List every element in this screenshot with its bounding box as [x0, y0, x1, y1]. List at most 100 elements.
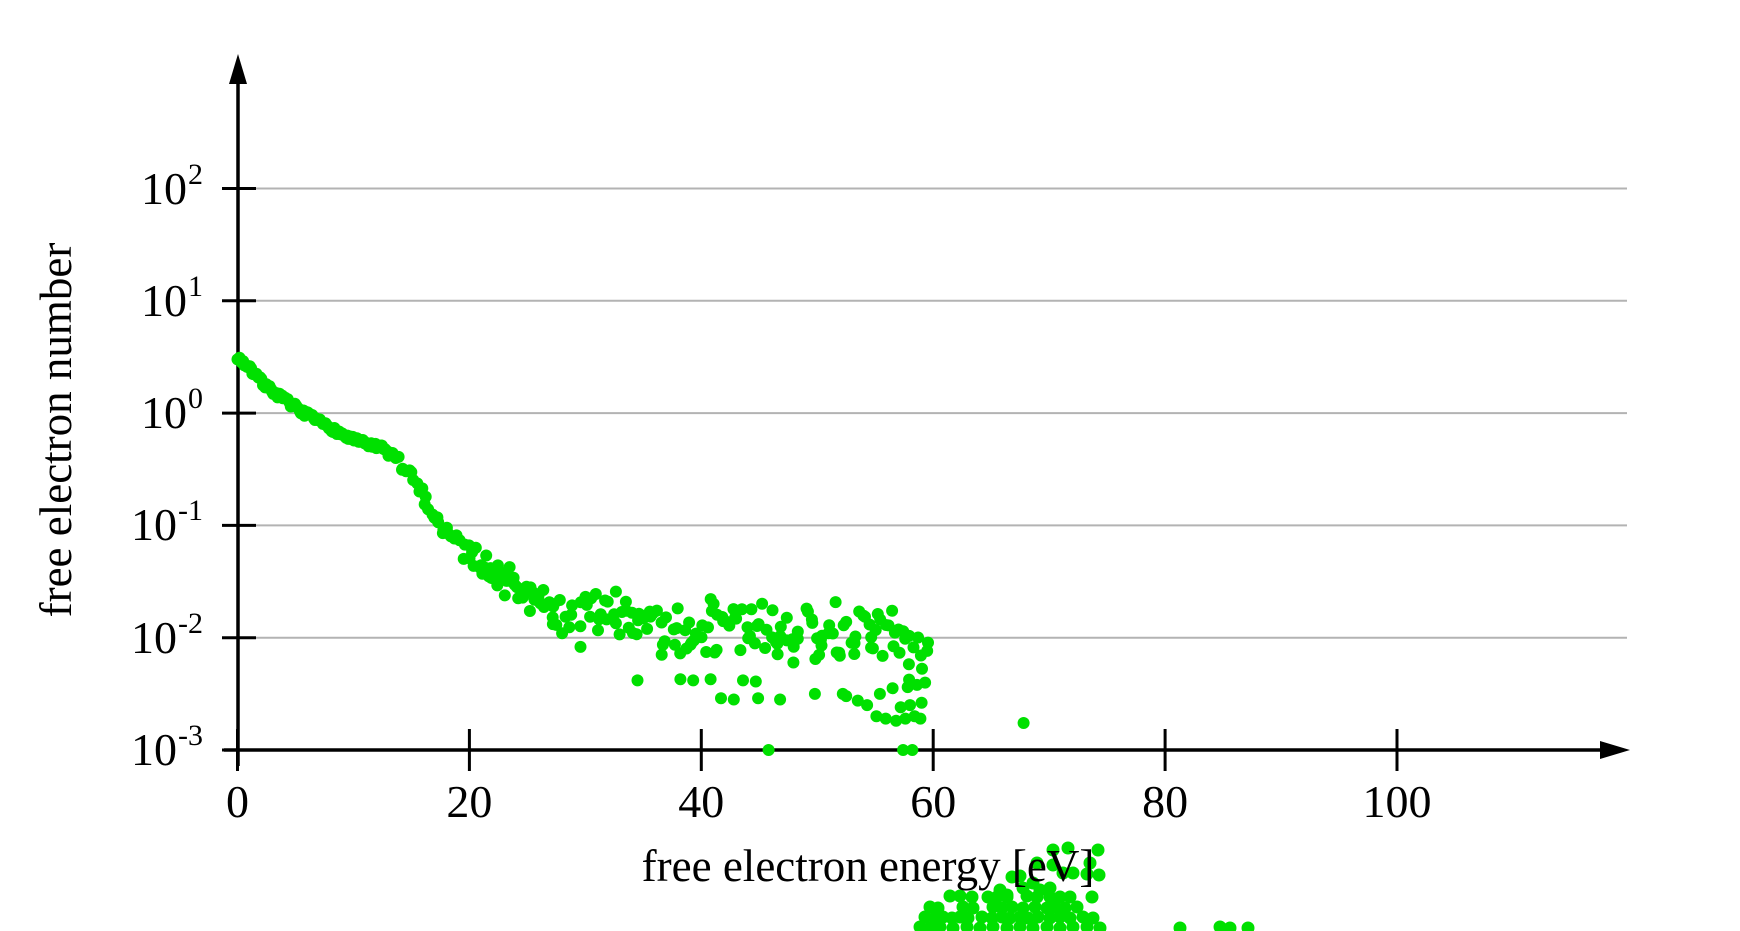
data-point	[646, 607, 659, 620]
next-figure-data-point	[1030, 856, 1044, 870]
data-point	[574, 640, 587, 653]
next-figure-data-point	[1028, 900, 1042, 914]
next-figure-data-point	[1013, 869, 1027, 883]
data-point	[800, 602, 813, 615]
next-figure-data-point	[1003, 911, 1017, 925]
next-figure-data-point	[1043, 881, 1057, 895]
data-point-outlier	[894, 701, 907, 714]
data-point	[806, 616, 819, 629]
data-point	[829, 596, 842, 609]
y-tick-label: 10 -3	[131, 719, 203, 775]
data-point	[671, 602, 684, 615]
data-point-outlier	[715, 692, 727, 705]
data-point-outlier	[752, 692, 765, 705]
next-figure-data-point	[975, 910, 989, 924]
next-figure-data-point	[1080, 867, 1094, 881]
next-figure-data-point	[1063, 890, 1077, 904]
data-point	[857, 609, 870, 622]
data-point	[684, 638, 697, 651]
data-point	[668, 638, 681, 651]
data-point	[700, 646, 713, 658]
data-point	[503, 561, 516, 574]
y-axis-arrow	[229, 54, 247, 84]
data-point	[592, 624, 604, 637]
data-point	[865, 641, 878, 654]
data-point	[809, 653, 822, 665]
data-point	[823, 619, 836, 632]
next-figure-data-point	[956, 900, 970, 914]
data-point	[584, 610, 597, 623]
next-figure-data-point	[990, 890, 1004, 904]
data-point	[848, 648, 861, 660]
data-point-outlier	[897, 744, 910, 756]
data-point	[840, 615, 853, 628]
data-point-outlier	[774, 693, 787, 706]
data-point	[735, 603, 748, 616]
next-figure-data-point	[1040, 920, 1054, 931]
data-point-outlier	[901, 681, 914, 694]
data-point-outlier	[704, 673, 717, 686]
data-point	[914, 649, 927, 662]
next-figure-data-point	[1021, 911, 1035, 925]
x-tick-label: 80	[1142, 776, 1189, 827]
next-figure-data-point	[1005, 900, 1019, 914]
next-figure-data-point	[1013, 920, 1027, 931]
data-point-outlier	[851, 694, 864, 707]
data-point	[922, 636, 934, 649]
data-point-outlier	[890, 714, 903, 727]
data-point-outlier	[879, 712, 892, 725]
data-point	[775, 631, 787, 644]
data-point-outlier	[749, 675, 762, 688]
x-axis-arrow	[1600, 741, 1630, 759]
next-figure-data-point	[960, 920, 974, 931]
x-tick-label: 60	[910, 776, 957, 827]
data-point	[787, 656, 800, 669]
data-point	[816, 629, 828, 642]
next-figure-data-point	[1076, 910, 1090, 924]
y-tick-base: 10	[141, 387, 187, 439]
data-point	[791, 625, 804, 638]
data-point	[516, 591, 529, 604]
data-point	[907, 641, 920, 654]
gridlines	[238, 187, 1627, 639]
data-point	[480, 549, 493, 562]
data-point	[743, 630, 756, 642]
data-point	[869, 624, 882, 636]
data-point	[609, 617, 622, 630]
data-point	[419, 490, 432, 503]
next-figure-data-point	[1070, 900, 1084, 914]
data-point	[730, 612, 743, 625]
data-point	[780, 611, 793, 624]
next-figure-data-point	[918, 910, 932, 924]
x-tick-label: 40	[678, 776, 725, 827]
data-point	[759, 642, 772, 654]
next-figure-data-point	[1046, 843, 1060, 857]
data-point	[708, 646, 721, 659]
data-point	[683, 616, 696, 629]
x-tick-label: 0	[226, 776, 249, 827]
data-point	[510, 581, 523, 594]
y-tick-label: 10 2	[141, 157, 203, 214]
y-tick-base: 10	[131, 611, 177, 663]
next-figure-data-point	[1093, 921, 1107, 931]
y-tick-label: 10 -2	[131, 606, 203, 663]
next-figure-data-point	[1092, 868, 1106, 882]
data-point	[523, 605, 536, 617]
next-figure-data-point	[1053, 910, 1067, 924]
next-figure-data-point	[973, 921, 987, 931]
next-figure-data-point	[1223, 921, 1237, 931]
next-figure-data-point	[1000, 890, 1014, 904]
data-point-outlier	[870, 710, 883, 723]
data-point-outlier	[727, 693, 740, 706]
data-point-outlier	[914, 712, 927, 725]
x-tick-label: 20	[446, 776, 493, 827]
data-point-outlier	[873, 687, 886, 700]
next-figure-data-point	[1091, 843, 1105, 857]
data-point-outlier	[919, 676, 932, 689]
next-figure-data-point	[1046, 858, 1060, 872]
data-point	[589, 588, 602, 600]
data-point	[655, 648, 668, 661]
data-point-outlier	[904, 699, 916, 712]
